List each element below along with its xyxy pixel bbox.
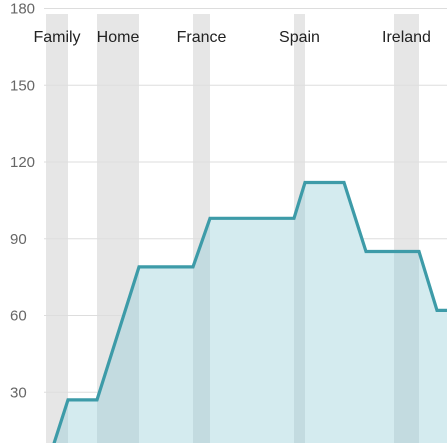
series-line	[52, 180, 447, 443]
band-label-spain: Spain	[279, 29, 320, 46]
y-tick-label-120: 120	[10, 154, 35, 171]
y-tick-label-60: 60	[10, 308, 27, 325]
y-tick-layer: 30 60 90 120 150 180	[10, 1, 35, 402]
line-layer	[52, 180, 447, 443]
band-label-france: France	[177, 29, 227, 46]
y-tick-label-180: 180	[10, 1, 35, 18]
area-layer	[54, 182, 447, 443]
series-area	[54, 182, 447, 443]
band-label-home: Home	[97, 29, 140, 46]
band-label-ireland: Ireland	[382, 29, 431, 46]
y-tick-label-90: 90	[10, 231, 27, 248]
y-tick-label-150: 150	[10, 77, 35, 94]
band-family	[46, 14, 68, 443]
band-label-layer: Family Home France Spain Ireland	[33, 29, 431, 46]
band-label-family: Family	[33, 29, 80, 46]
band-area-overlap-spain	[294, 182, 305, 443]
y-tick-label-30: 30	[10, 384, 27, 401]
